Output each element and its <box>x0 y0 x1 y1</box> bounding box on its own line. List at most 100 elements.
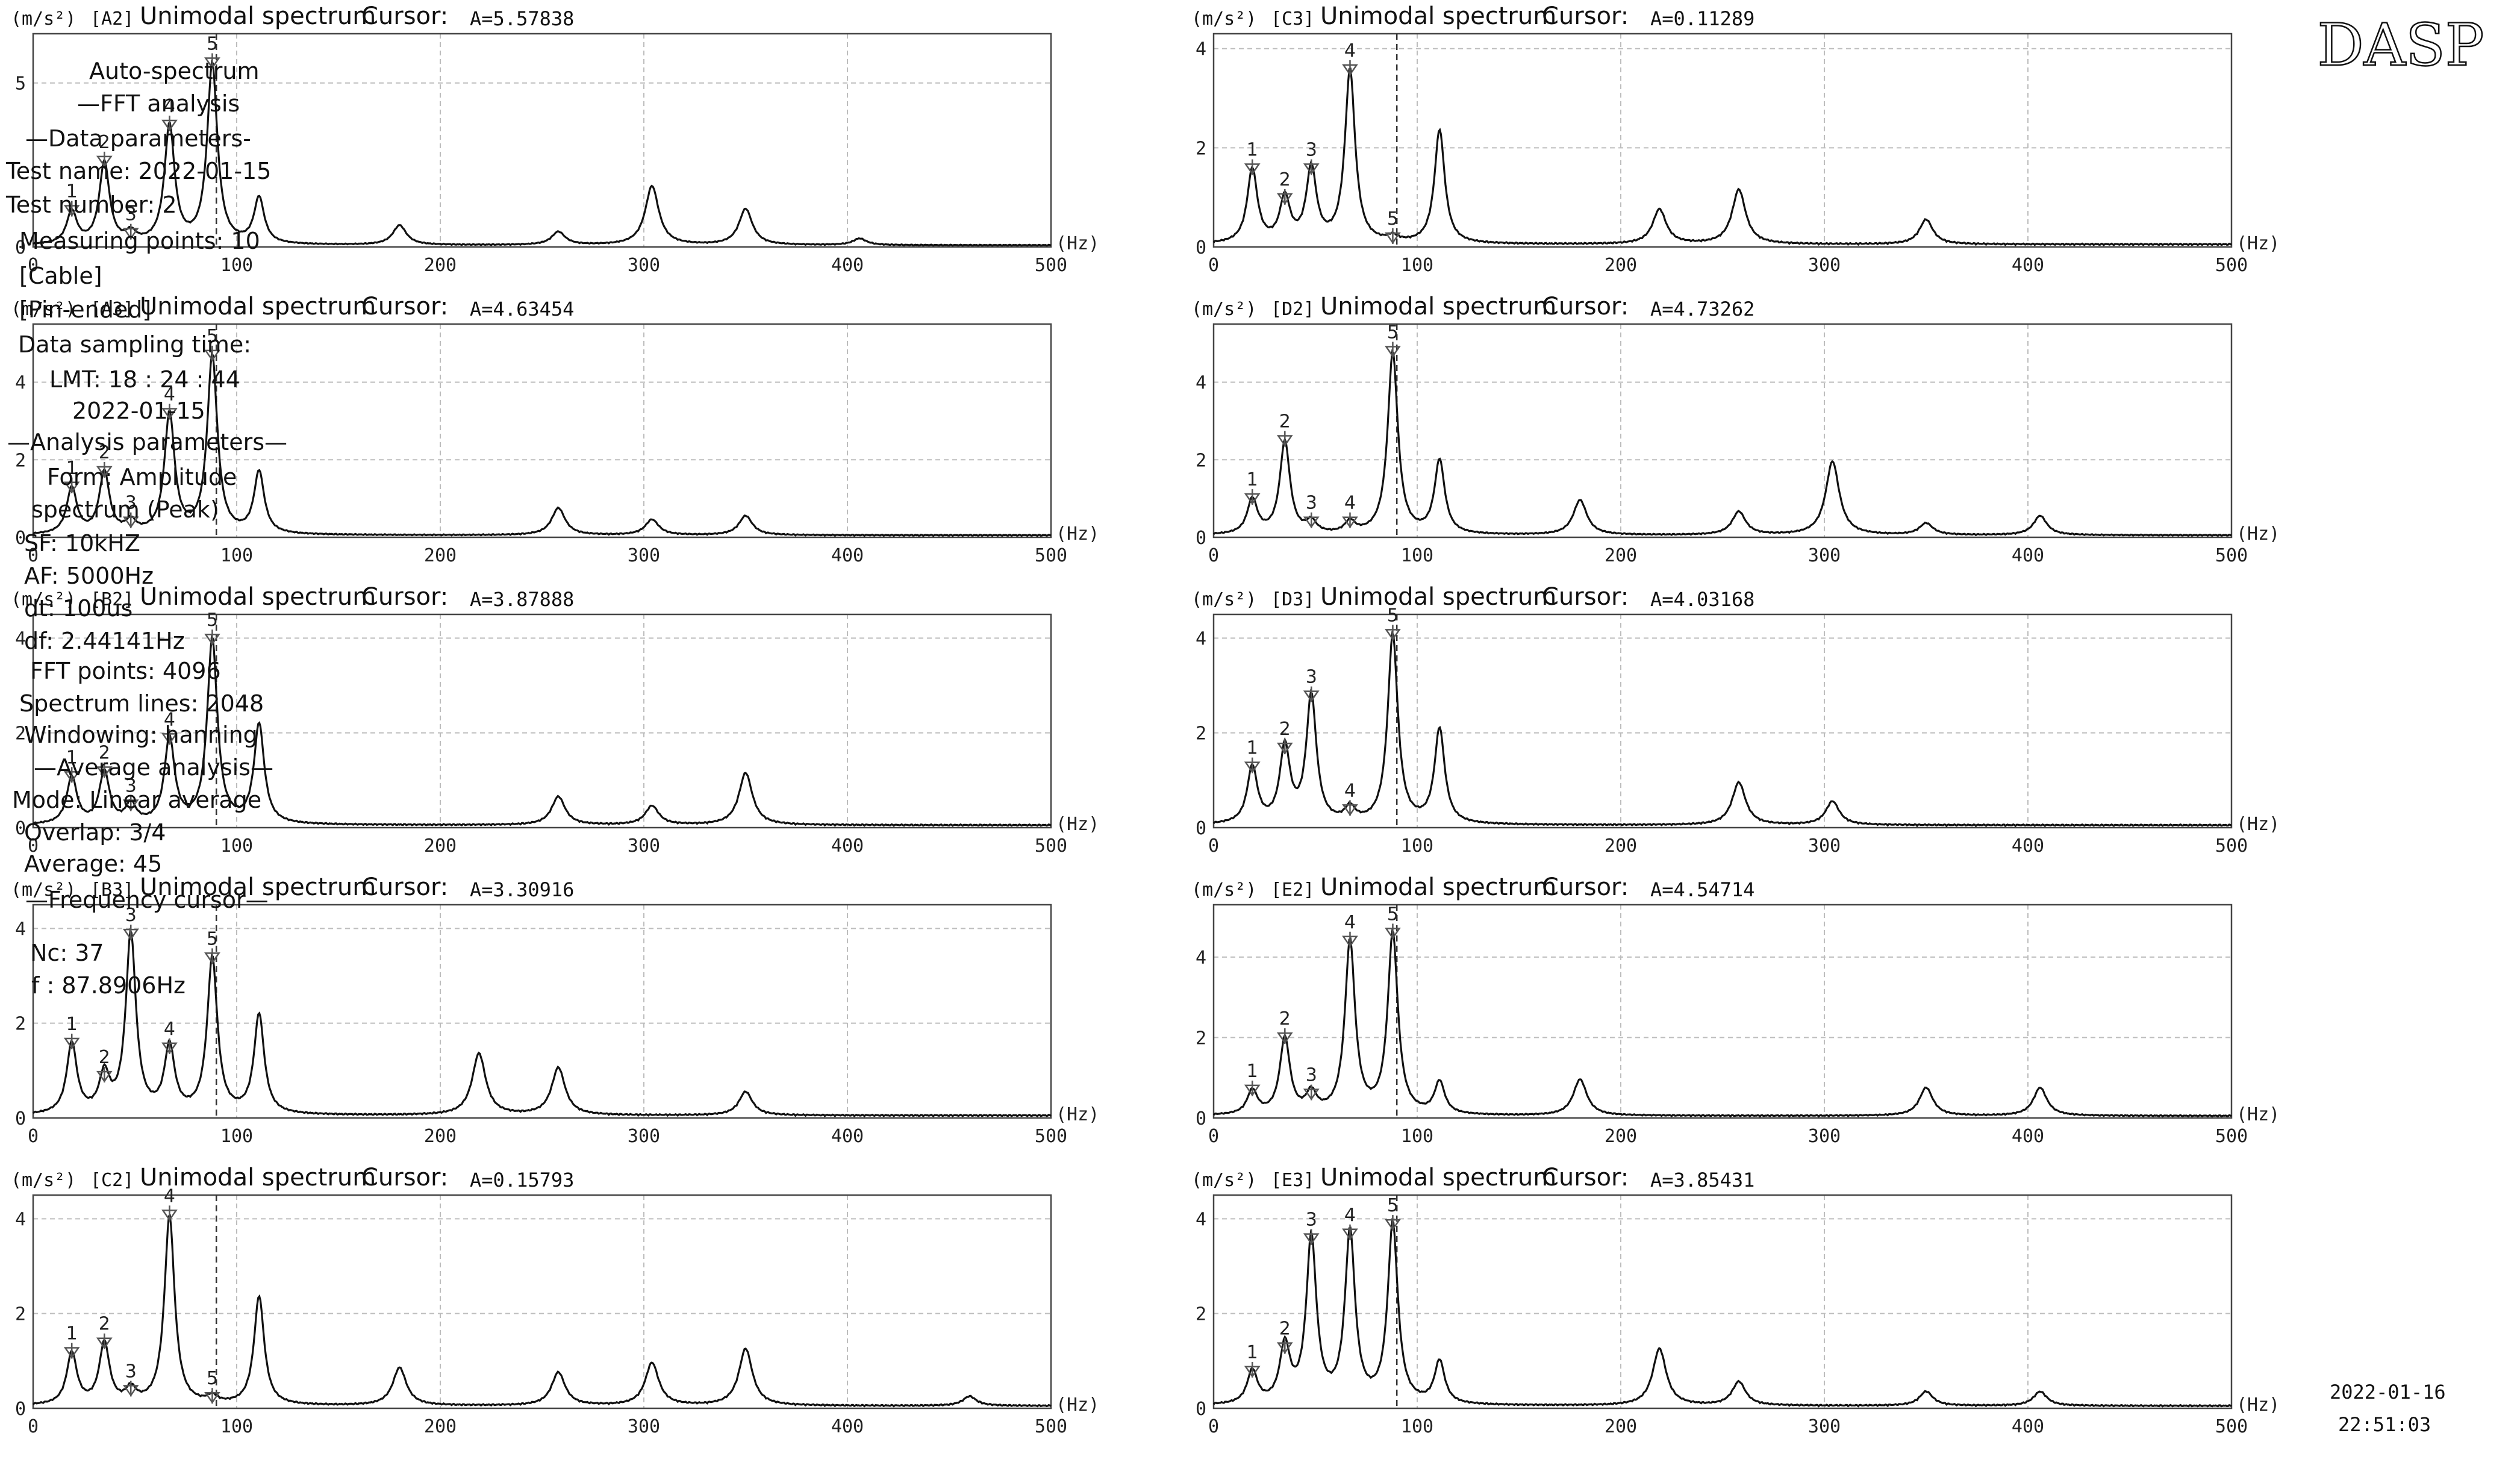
peak-marker-label: 4 <box>1344 40 1356 61</box>
x-tick-label: 0 <box>28 545 39 566</box>
peak-marker-label: 5 <box>1387 322 1399 343</box>
peak-marker-1: 1 <box>1244 140 1261 175</box>
cursor-value: A=5.57838 <box>470 7 575 30</box>
spectrum-chart-b2: (m/s²) [B2] Unimodal spectrum Cursor: A=3.87… <box>0 581 1132 864</box>
x-tick-label: 0 <box>1208 1126 1219 1147</box>
channel-label: [C3] <box>1271 8 1315 30</box>
peak-marker-label: 4 <box>164 1019 175 1040</box>
x-unit-label: (Hz) <box>2236 1104 2280 1125</box>
peak-marker-3: 3 <box>1303 1210 1320 1245</box>
peak-marker-label: 3 <box>125 204 137 225</box>
x-tick-label: 0 <box>1208 835 1219 857</box>
peak-marker-label: 2 <box>1279 1008 1291 1029</box>
y-unit-label: (m/s²) <box>11 8 76 30</box>
x-tick-label: 500 <box>2215 545 2248 566</box>
peak-marker-label: 1 <box>66 747 78 768</box>
plot-frame <box>1212 904 2233 1119</box>
peak-marker-5: 5 <box>204 610 220 646</box>
peak-marker-label: 1 <box>1247 140 1258 161</box>
y-tick-label: 2 <box>1196 1304 1206 1325</box>
panel-line: spectrum (Peak) <box>31 496 219 523</box>
peak-marker-label: 4 <box>1344 912 1356 933</box>
channel-label: [B2] <box>90 589 134 610</box>
x-tick-label: 100 <box>220 1126 253 1147</box>
timestamp-time: 22:51:03 <box>2338 1413 2431 1436</box>
peak-marker-1: 1 <box>1244 738 1261 773</box>
plot-frame <box>1212 33 2233 248</box>
peak-marker-label: 1 <box>66 1014 78 1035</box>
svg-text:DASP: DASP <box>2318 14 2484 75</box>
panel-line: Spectrum lines: 2048 <box>19 690 264 717</box>
x-unit-label: (Hz) <box>1056 1104 1099 1125</box>
cursor-value: A=3.85431 <box>1650 1169 1755 1191</box>
panel-line: Test name: 2022-01-15 <box>6 158 272 184</box>
peak-marker-label: 1 <box>1247 738 1258 759</box>
channel-label: [C2] <box>90 1170 134 1191</box>
x-tick-label: 200 <box>1605 255 1637 276</box>
x-tick-label: 500 <box>2215 255 2248 276</box>
peak-marker-5: 5 <box>1385 208 1401 245</box>
y-tick-label: 2 <box>1196 1028 1206 1049</box>
cursor-label: Cursor: <box>361 1164 449 1191</box>
y-unit-label: (m/s²) <box>1191 589 1257 610</box>
x-tick-label: 400 <box>2012 255 2044 276</box>
y-tick-label: 2 <box>15 723 26 745</box>
peak-marker-label: 3 <box>1306 1065 1317 1086</box>
channel-label: [D2] <box>1271 299 1315 320</box>
peak-marker-4: 4 <box>1342 40 1358 76</box>
spectrum-chart-e3: (m/s²) [E3] Unimodal spectrum Cursor: A=3.85… <box>1180 1161 2313 1444</box>
x-tick-label: 200 <box>1605 1416 1637 1437</box>
x-tick-label: 500 <box>1035 255 1067 276</box>
peak-marker-label: 2 <box>1279 411 1291 432</box>
chart-title: Unimodal spectrum <box>1320 873 1557 901</box>
x-tick-label: 300 <box>628 1126 660 1147</box>
cursor-value: A=4.63454 <box>470 298 575 320</box>
panel-line: dt: 100us <box>24 595 133 622</box>
plot-frame <box>32 613 1052 829</box>
x-tick-label: 0 <box>1208 255 1219 276</box>
spectrum-chart-a2: (m/s²) [A2] Unimodal spectrum Cursor: A=5.57… <box>0 0 1132 283</box>
peak-marker-1: 1 <box>63 181 80 217</box>
peak-marker-1: 1 <box>63 1323 80 1359</box>
peak-marker-2: 2 <box>1276 411 1293 447</box>
panel-line: FFT points: 4096 <box>30 658 221 684</box>
x-tick-label: 500 <box>1035 545 1067 566</box>
panel-line: [Cable] <box>19 263 102 289</box>
y-unit-label: (m/s²) <box>11 1170 76 1191</box>
y-unit-label: (m/s²) <box>1191 299 1257 320</box>
peak-marker-5: 5 <box>1385 1195 1401 1231</box>
x-unit-label: (Hz) <box>2236 814 2280 835</box>
x-tick-label: 200 <box>1605 835 1637 857</box>
cursor-label: Cursor: <box>1542 873 1629 901</box>
peak-marker-label: 4 <box>1344 1205 1356 1226</box>
y-tick-label: 4 <box>1196 628 1206 649</box>
y-tick-label: 2 <box>15 450 26 471</box>
spectrum-chart-b3: (m/s²) [B3] Unimodal spectrum Cursor: A=3.30… <box>0 871 1132 1154</box>
cursor-value: A=4.03168 <box>1650 588 1755 611</box>
y-tick-label: 2 <box>15 1014 26 1035</box>
spectrum-chart-d2: (m/s²) [D2] Unimodal spectrum Cursor: A=4.73… <box>1180 290 2313 573</box>
peak-marker-label: 5 <box>207 326 218 347</box>
y-tick-label: 0 <box>15 528 26 549</box>
x-tick-label: 500 <box>1035 835 1067 857</box>
x-tick-label: 200 <box>424 1126 457 1147</box>
x-tick-label: 300 <box>1808 835 1841 857</box>
panel-line: Data sampling time: <box>18 331 252 358</box>
x-tick-label: 300 <box>1808 255 1841 276</box>
cursor-value: A=4.73262 <box>1650 298 1755 320</box>
x-tick-label: 200 <box>424 255 457 276</box>
plot-frame <box>32 323 1052 539</box>
peak-marker-4: 4 <box>161 384 178 420</box>
x-tick-label: 400 <box>831 545 864 566</box>
panel-line: Average: 45 <box>24 851 163 877</box>
x-unit-label: (Hz) <box>1056 233 1099 254</box>
y-unit-label: (m/s²) <box>11 299 76 320</box>
peak-marker-1: 1 <box>1244 469 1261 505</box>
peak-marker-3: 3 <box>122 776 139 811</box>
